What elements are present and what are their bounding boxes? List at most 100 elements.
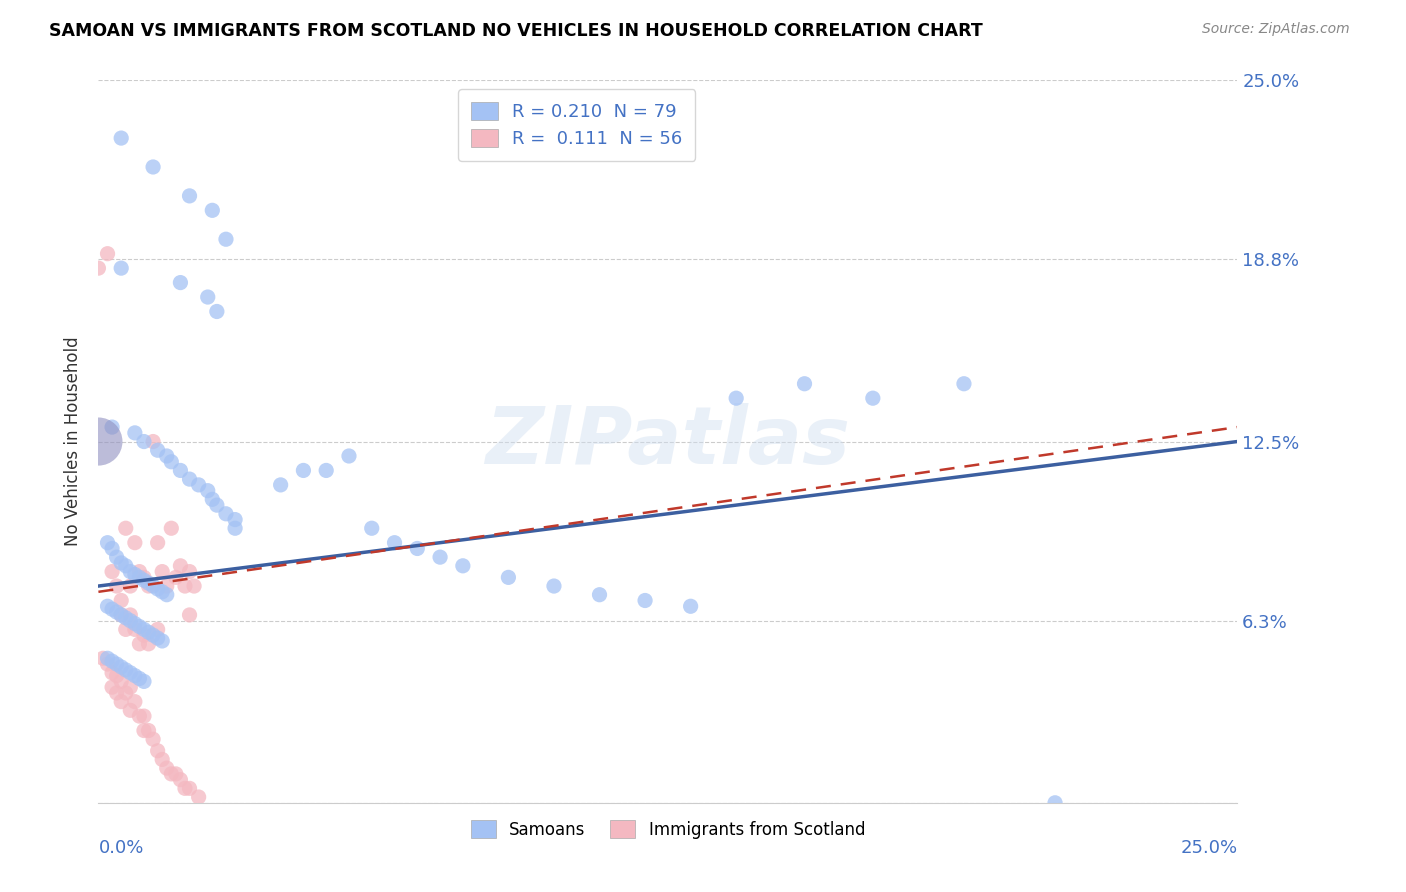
Point [105, 657, 128, 671]
Point [197, 290, 219, 304]
Point [138, 576, 160, 591]
Point [91, 651, 114, 665]
Point [120, 614, 142, 628]
Point [114, 611, 136, 625]
Point [292, 463, 315, 477]
Point [120, 680, 142, 694]
Point [146, 744, 169, 758]
Point [128, 619, 150, 633]
Point [187, 478, 209, 492]
Point [150, 752, 173, 766]
Legend: Samoans, Immigrants from Scotland: Samoans, Immigrants from Scotland [461, 811, 875, 848]
Point [114, 686, 136, 700]
Point [128, 570, 150, 584]
Point [160, 455, 183, 469]
Point [110, 607, 132, 622]
Point [224, 521, 246, 535]
Point [101, 565, 124, 579]
Point [142, 628, 165, 642]
Point [120, 665, 142, 680]
Point [96, 535, 118, 549]
Point [101, 665, 124, 680]
Point [150, 634, 173, 648]
Point [132, 674, 155, 689]
Point [150, 565, 173, 579]
Point [142, 732, 165, 747]
Point [165, 767, 187, 781]
Point [169, 276, 191, 290]
Point [360, 521, 382, 535]
Point [110, 131, 132, 145]
Point [174, 579, 197, 593]
Point [96, 599, 118, 614]
Point [128, 672, 150, 686]
Point [725, 391, 748, 405]
Point [169, 463, 191, 477]
Point [201, 203, 224, 218]
Point [110, 660, 132, 674]
Point [114, 521, 136, 535]
Point [146, 535, 169, 549]
Point [114, 663, 136, 677]
Point [105, 686, 128, 700]
Point [110, 593, 132, 607]
Point [132, 628, 155, 642]
Point [124, 616, 146, 631]
Point [160, 767, 183, 781]
Point [87, 434, 110, 449]
Point [150, 584, 173, 599]
Point [142, 160, 165, 174]
Point [179, 565, 201, 579]
Point [179, 472, 201, 486]
Point [124, 668, 146, 682]
Point [138, 579, 160, 593]
Point [128, 709, 150, 723]
Point [197, 483, 219, 498]
Point [215, 232, 238, 246]
Point [183, 579, 205, 593]
Point [315, 463, 337, 477]
Point [132, 434, 155, 449]
Point [165, 570, 187, 584]
Point [124, 535, 146, 549]
Y-axis label: No Vehicles in Household: No Vehicles in Household [65, 336, 83, 547]
Point [138, 625, 160, 640]
Point [142, 434, 165, 449]
Point [224, 512, 246, 526]
Point [156, 588, 179, 602]
Point [101, 654, 124, 668]
Point [156, 761, 179, 775]
Point [114, 558, 136, 573]
Point [384, 535, 406, 549]
Point [146, 623, 169, 637]
Point [105, 668, 128, 682]
Point [588, 588, 610, 602]
Text: Source: ZipAtlas.com: Source: ZipAtlas.com [1202, 22, 1350, 37]
Point [120, 579, 142, 593]
Point [146, 631, 169, 645]
Text: 0.0%: 0.0% [98, 838, 143, 857]
Point [146, 582, 169, 596]
Point [169, 558, 191, 573]
Point [105, 605, 128, 619]
Point [124, 695, 146, 709]
Point [110, 695, 132, 709]
Point [862, 391, 884, 405]
Point [120, 607, 142, 622]
Point [205, 498, 228, 512]
Point [96, 657, 118, 671]
Point [110, 607, 132, 622]
Point [187, 790, 209, 805]
Point [132, 723, 155, 738]
Point [634, 593, 657, 607]
Point [101, 541, 124, 556]
Point [128, 637, 150, 651]
Point [160, 521, 183, 535]
Point [146, 443, 169, 458]
Point [132, 623, 155, 637]
Point [451, 558, 474, 573]
Point [110, 261, 132, 276]
Point [429, 550, 451, 565]
Point [179, 781, 201, 796]
Point [138, 637, 160, 651]
